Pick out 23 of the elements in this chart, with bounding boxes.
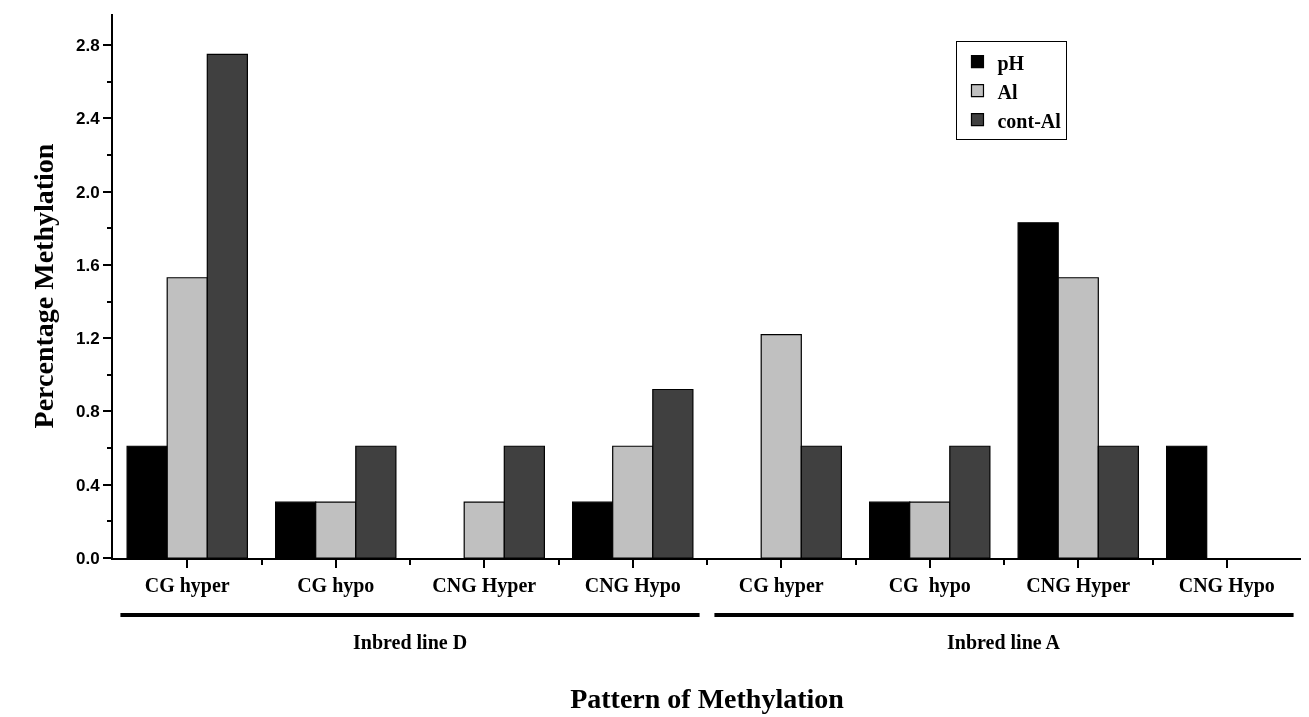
x-tick-label: CG hypo <box>297 574 375 597</box>
x-tick-label: CNG Hypo <box>584 574 681 597</box>
y-tick-label: 1.6 <box>75 255 100 275</box>
y-tick-label: 2.8 <box>75 36 100 56</box>
y-tick-label: 0.4 <box>75 475 101 495</box>
legend-label: Al <box>997 80 1018 103</box>
x-tick-label: CG hyper <box>144 574 230 597</box>
x-tick-label: CNG Hyper <box>432 574 537 597</box>
x-tick-label: CNG Hypo <box>1178 574 1275 597</box>
text: Inbred line D <box>353 631 468 653</box>
y-axis-title: Percentage Methylation <box>28 143 60 429</box>
y-tick-label: 0.0 <box>75 548 100 568</box>
legend-label: pH <box>997 51 1025 75</box>
y-tick-label: 0.8 <box>75 402 100 422</box>
text: Inbred line A <box>947 631 1061 653</box>
x-axis-title: Pattern of Methylation <box>570 682 845 714</box>
y-tick-label: 1.2 <box>75 329 100 349</box>
x-tick-label: CNG Hyper <box>1026 574 1131 597</box>
x-tick-label: CG hypo <box>888 574 971 597</box>
y-tick-label: 2.0 <box>75 182 100 202</box>
x-tick-label: CG hyper <box>738 574 824 597</box>
legend-label: cont-Al <box>997 109 1062 132</box>
y-tick-label: 2.4 <box>75 109 101 129</box>
